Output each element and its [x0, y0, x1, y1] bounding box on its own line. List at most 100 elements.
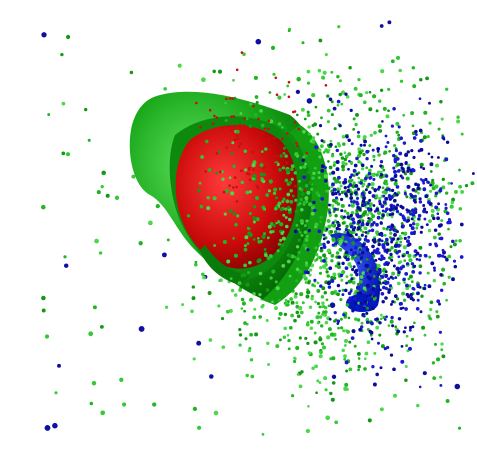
particle — [344, 289, 348, 293]
particle — [253, 221, 256, 224]
particle — [366, 295, 369, 298]
particle — [275, 344, 279, 348]
particle — [345, 275, 348, 278]
particle — [385, 270, 388, 273]
particle — [344, 210, 347, 213]
particle — [279, 338, 282, 341]
particle — [406, 335, 409, 338]
particle — [221, 178, 224, 181]
particle — [411, 287, 414, 290]
particle — [405, 284, 409, 288]
particle — [350, 277, 353, 280]
particle — [431, 209, 435, 213]
particle — [336, 75, 339, 78]
particle — [269, 179, 273, 183]
particle — [341, 270, 345, 274]
particle — [357, 253, 361, 257]
particle — [397, 274, 400, 277]
particle — [193, 357, 196, 360]
particle — [312, 136, 315, 139]
particle — [354, 123, 357, 126]
particle — [334, 214, 337, 217]
particle — [386, 263, 389, 266]
particle — [404, 272, 408, 276]
particle — [472, 172, 475, 175]
particle — [245, 374, 248, 377]
particle — [395, 251, 398, 254]
particle — [424, 194, 428, 198]
particle — [272, 230, 275, 233]
particle — [378, 200, 381, 203]
particle — [349, 234, 353, 238]
particle — [372, 194, 376, 198]
particle — [351, 336, 355, 340]
particle — [349, 196, 353, 200]
particle — [398, 261, 401, 264]
particle — [165, 306, 168, 309]
particle — [320, 144, 324, 148]
particle — [453, 242, 457, 246]
particle — [407, 150, 410, 153]
particle — [299, 166, 302, 169]
particle — [409, 193, 412, 196]
particle — [429, 162, 433, 166]
particle — [288, 254, 292, 258]
particle — [283, 147, 286, 150]
particle — [320, 247, 323, 250]
particle — [63, 255, 66, 258]
particle — [427, 135, 430, 138]
particle — [238, 288, 242, 292]
particle — [456, 120, 460, 124]
particle — [249, 103, 252, 106]
particle — [412, 222, 415, 225]
particle — [275, 159, 278, 162]
particle — [380, 255, 383, 258]
particle — [342, 142, 346, 146]
particle — [329, 166, 333, 170]
particle — [269, 91, 272, 94]
particle — [306, 252, 310, 256]
particle — [396, 56, 400, 60]
particle — [229, 209, 233, 213]
particle — [225, 119, 228, 122]
particle — [397, 134, 400, 137]
particle — [258, 293, 261, 296]
particle — [372, 149, 375, 152]
particle — [190, 309, 194, 313]
particle — [397, 282, 401, 286]
particle — [431, 179, 434, 182]
particle — [259, 283, 262, 286]
particle — [274, 207, 277, 210]
particle — [336, 167, 340, 171]
particle — [436, 357, 440, 361]
particle — [330, 333, 334, 337]
particle — [401, 345, 404, 348]
particle — [441, 354, 445, 358]
particle — [337, 104, 340, 107]
particle — [325, 84, 328, 87]
particle — [226, 260, 230, 264]
particle — [417, 192, 420, 195]
particle — [262, 167, 265, 170]
particle — [329, 172, 332, 175]
particle — [377, 273, 380, 276]
particle — [419, 78, 422, 81]
particle — [357, 78, 360, 81]
particle — [41, 32, 46, 37]
particle — [305, 184, 309, 188]
particle — [353, 226, 356, 229]
particle — [42, 309, 46, 313]
particle — [438, 128, 441, 131]
particle — [357, 187, 360, 190]
particle — [314, 223, 318, 227]
particle — [277, 249, 280, 252]
particle — [289, 200, 293, 204]
particle — [280, 289, 283, 292]
particle — [275, 163, 278, 166]
particle — [394, 244, 398, 248]
particle — [339, 181, 342, 184]
particle — [402, 278, 405, 281]
particle — [303, 189, 306, 192]
particle — [208, 291, 212, 295]
particle — [434, 228, 437, 231]
